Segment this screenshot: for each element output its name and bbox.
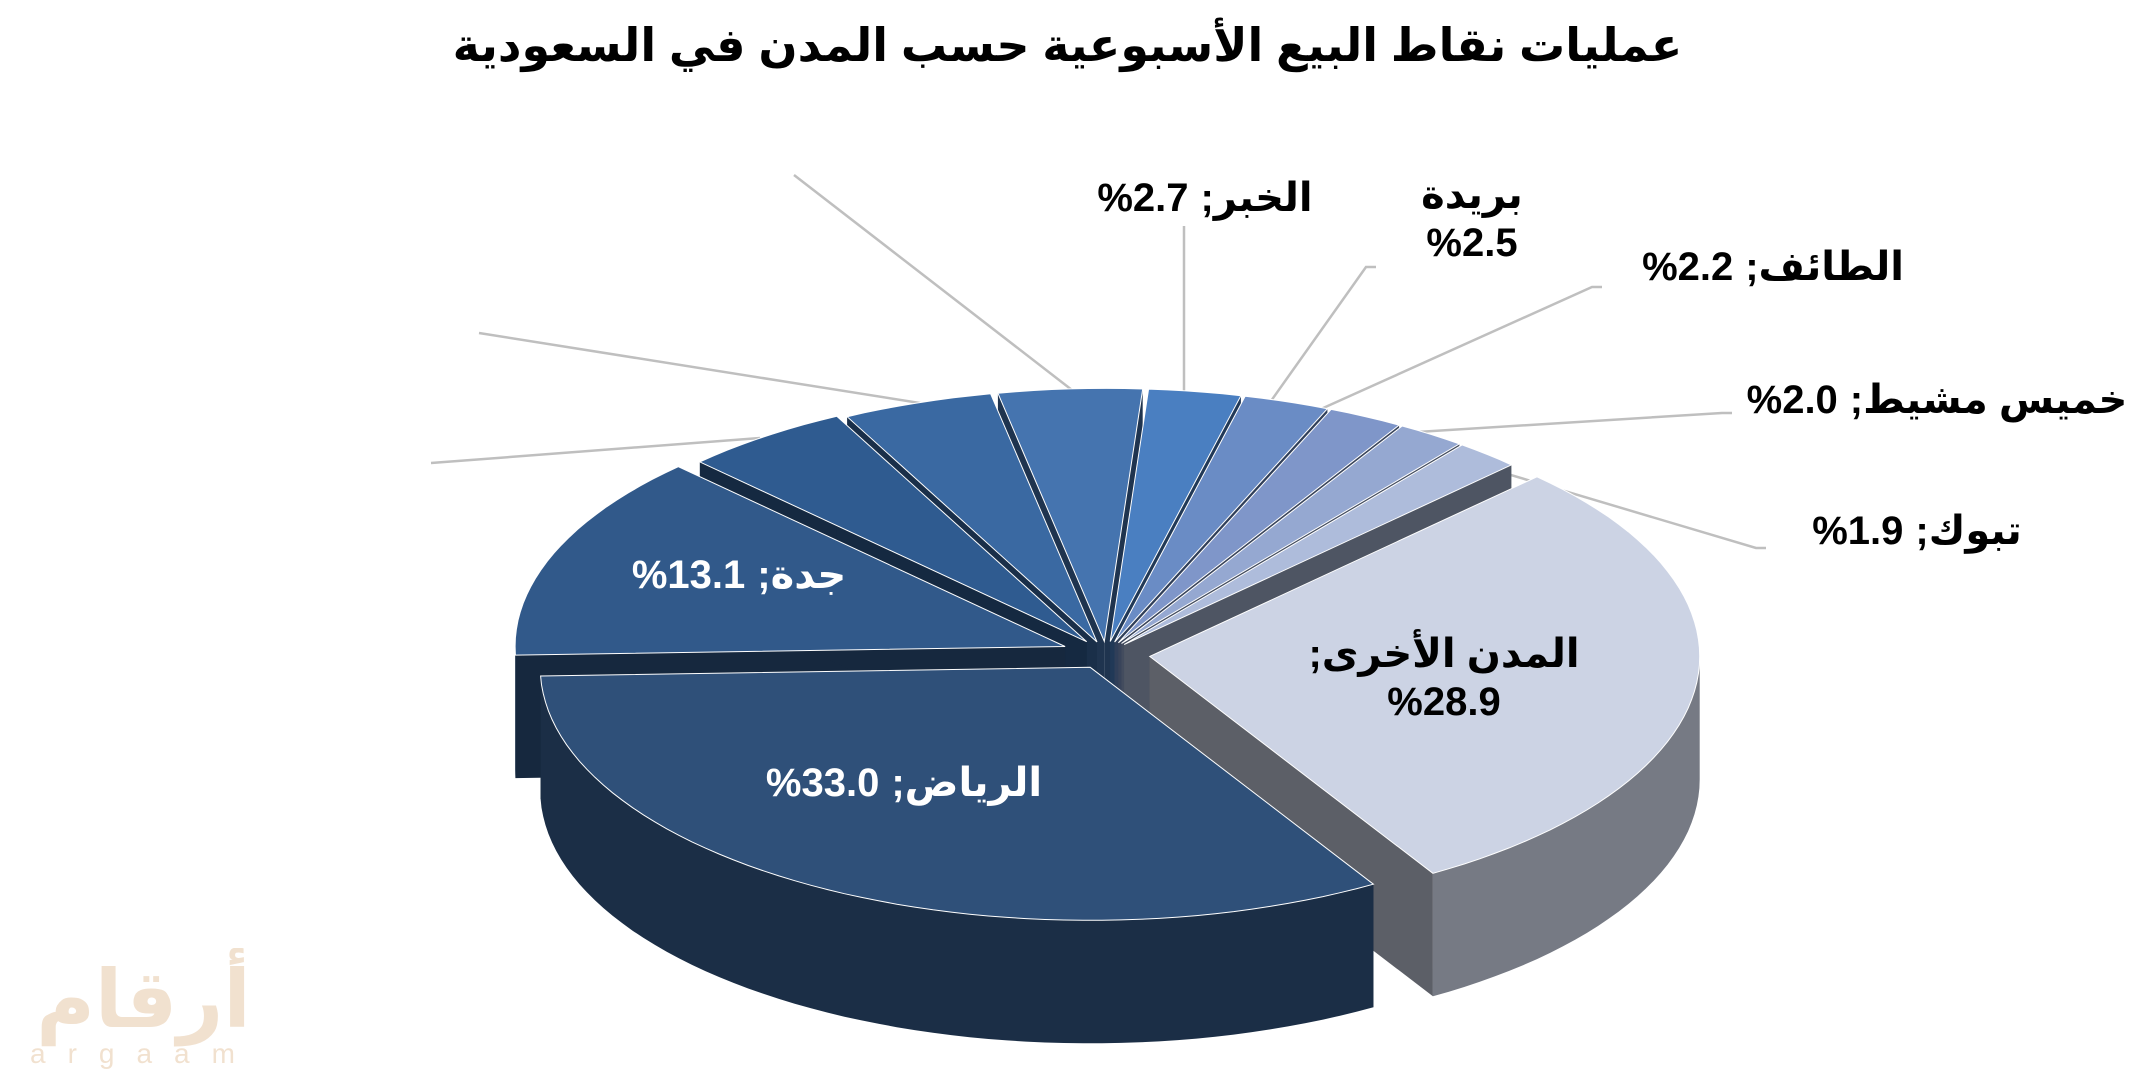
value-label: %33.0 <box>765 761 880 805</box>
slice-top <box>1114 395 1329 643</box>
slice-top <box>540 666 1375 921</box>
slice-side <box>540 676 1374 1044</box>
watermark-text: أرقام <box>36 955 251 1044</box>
value-label: %4.2 <box>577 194 669 238</box>
leader-line <box>1264 265 1376 409</box>
data-label: بريدة %2.5 <box>1421 171 1523 267</box>
category-label: المدن الأخرى; <box>1308 632 1580 676</box>
value-label: %2.7 <box>1097 176 1189 220</box>
slice-top <box>1148 476 1701 874</box>
category-label: بريدة <box>1421 173 1523 217</box>
value-label: %2.0 <box>1746 378 1838 422</box>
watermark-subtext: argaam <box>30 1038 257 1069</box>
leader-line <box>793 174 1082 398</box>
category-label: المدينة المنورة; <box>471 146 775 190</box>
value-label: %13.1 <box>631 553 746 597</box>
data-label: %2.0 خميس مشيط; <box>1747 376 2128 424</box>
category-label: جدة; <box>757 553 847 597</box>
category-label: الخبر; <box>1200 176 1313 220</box>
value-label: %2.5 <box>1426 221 1518 265</box>
slice-top <box>997 387 1144 644</box>
watermark: أرقام argaam <box>30 960 257 1068</box>
data-label: %13.1 جدة; <box>632 551 846 599</box>
slice-top <box>1123 444 1513 645</box>
data-label: %2.2 الطائف; <box>1642 243 1904 291</box>
data-label: %4.9 الدمام; <box>162 425 399 473</box>
value-label: %1.9 <box>1812 509 1904 553</box>
data-label: %1.9 تبوك; <box>1812 507 2022 555</box>
value-label: %4.9 <box>162 427 254 471</box>
data-label: %2.7 الخبر; <box>1097 174 1312 222</box>
slice-top <box>1121 425 1461 644</box>
leader-line <box>1300 285 1602 420</box>
data-label: %33.0 الرياض; <box>766 759 1042 807</box>
slice-top <box>846 393 1098 643</box>
leader-line <box>478 331 946 409</box>
slice-side <box>1432 656 1700 997</box>
category-label: الرياض; <box>891 761 1043 805</box>
data-label: %4.4 مكة المكرمة; <box>98 298 451 346</box>
value-label: %28.9 <box>1387 680 1501 724</box>
slice-top <box>1109 388 1242 642</box>
slice <box>540 666 1375 1044</box>
leader-line <box>1409 443 1766 550</box>
slice-top <box>1118 408 1401 644</box>
data-label: المدن الأخرى; %28.9 <box>1308 630 1579 726</box>
data-label: المدينة المنورة; %4.2 <box>472 144 774 240</box>
leader-lines <box>430 174 1766 550</box>
category-label: تبوك; <box>1915 509 2022 553</box>
slice-top <box>698 415 1088 643</box>
category-label: الدمام; <box>265 427 400 471</box>
slice-top <box>514 466 1066 656</box>
leader-line <box>430 436 761 465</box>
chart-title: عمليات نقاط البيع الأسبوعية حسب المدن في… <box>452 19 1683 71</box>
category-label: مكة المكرمة; <box>200 300 451 344</box>
value-label: %2.2 <box>1642 245 1734 289</box>
category-label: خميس مشيط; <box>1849 378 2128 422</box>
pie-slices <box>514 387 1701 1044</box>
category-label: الطائف; <box>1745 245 1904 289</box>
leader-line <box>1368 411 1732 437</box>
value-label: %4.4 <box>97 300 189 344</box>
